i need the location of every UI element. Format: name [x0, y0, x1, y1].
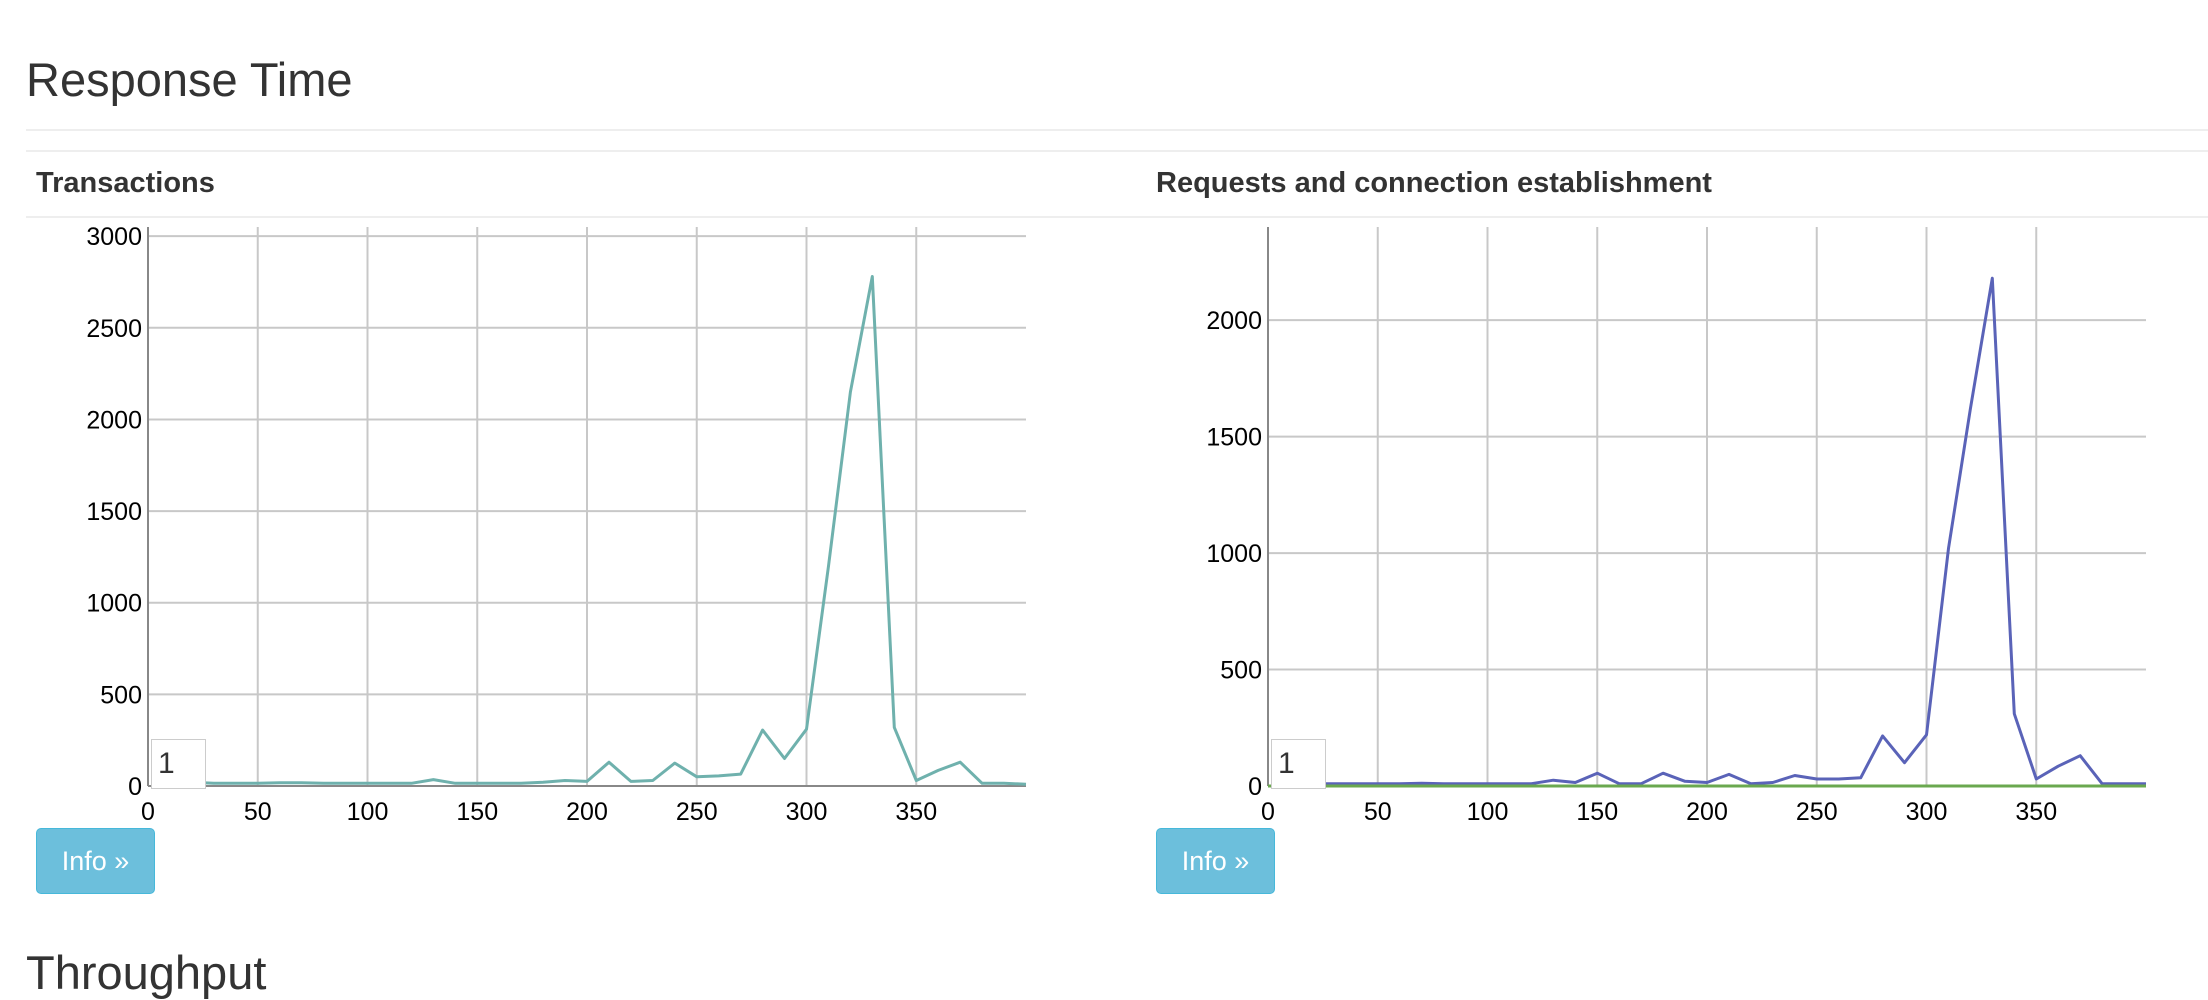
x-tick-label: 100	[347, 798, 389, 826]
chart-transactions: 0 50 100 150 200 250 300 350 0 500 1000 1500 2000 250…	[86, 223, 1027, 826]
x-tick-label: 100	[1467, 798, 1509, 826]
x-tick-label: 350	[2015, 798, 2057, 826]
y-tick-label: 2000	[86, 406, 142, 434]
legend-transactions: 1	[151, 739, 206, 789]
x-tick-label: 350	[895, 798, 937, 826]
y-tick-label: 1000	[86, 590, 142, 618]
y-tick-label: 500	[100, 681, 142, 709]
x-tick-label: 300	[1906, 798, 1948, 826]
legend-requests: 1	[1271, 739, 1326, 789]
divider	[26, 129, 2208, 131]
x-tick-label: 200	[566, 798, 608, 826]
x-tick-label: 250	[676, 798, 718, 826]
y-tick-label: 0	[1248, 773, 1262, 801]
series-line	[1311, 276, 2146, 786]
x-tick-label: 300	[786, 798, 828, 826]
panel-title-requests: Requests and connection establishment	[1156, 167, 1712, 199]
y-tick-label: 2000	[1206, 307, 1262, 335]
y-tick-label: 1500	[1206, 424, 1262, 452]
y-tick-label: 2500	[86, 315, 142, 343]
y-tick-label: 0	[128, 773, 142, 801]
x-tick-label: 250	[1796, 798, 1838, 826]
chart-requests: 0 50 100 150 200 250 300 350 0 500 1000 1500 2000	[1206, 227, 2146, 826]
x-tick-label: 50	[1364, 798, 1392, 826]
info-button-requests[interactable]: Info »	[1156, 828, 1275, 894]
panel-title-transactions: Transactions	[36, 167, 215, 199]
section-title-response-time: Response Time	[26, 53, 353, 106]
x-tick-label: 150	[456, 798, 498, 826]
divider	[26, 216, 2208, 218]
x-tick-label: 0	[141, 798, 155, 826]
info-button-transactions[interactable]: Info »	[36, 828, 155, 894]
x-tick-label: 0	[1261, 798, 1275, 826]
y-tick-label: 3000	[86, 223, 142, 251]
x-tick-label: 50	[244, 798, 272, 826]
y-tick-label: 1000	[1206, 540, 1262, 568]
x-tick-label: 200	[1686, 798, 1728, 826]
divider	[26, 150, 2208, 152]
x-tick-label: 150	[1576, 798, 1618, 826]
y-tick-label: 1500	[86, 498, 142, 526]
section-title-throughput: Throughput	[26, 946, 267, 999]
y-tick-label: 500	[1220, 657, 1262, 685]
series-line	[191, 275, 1027, 786]
